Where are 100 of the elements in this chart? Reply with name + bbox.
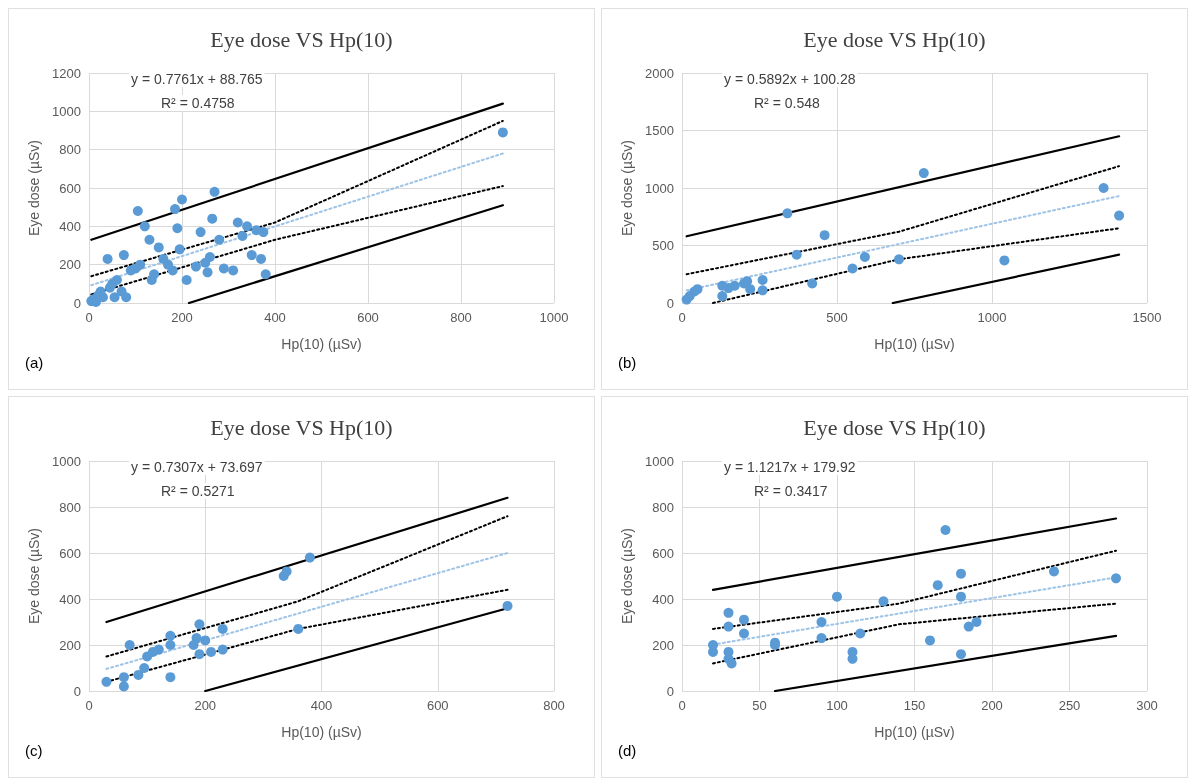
x-tick-label: 400	[264, 310, 286, 325]
point	[878, 596, 889, 607]
y-axis-title: Eye dose (µSv)	[26, 528, 43, 624]
x-tick-label: 800	[543, 698, 565, 713]
y-tick-label: 1000	[52, 103, 81, 119]
point	[237, 230, 248, 241]
y-tick-label: 0	[666, 295, 674, 311]
point	[149, 269, 160, 280]
x-tick-label: 50	[752, 698, 767, 713]
x-tick-label: 500	[826, 310, 848, 325]
y-tick-label: 200	[59, 257, 81, 273]
point	[109, 292, 120, 303]
annotation: y = 0.7307x + 73.697	[131, 459, 263, 475]
annotation: R² = 0.548	[754, 95, 820, 111]
point	[816, 617, 827, 627]
x-tick-label: 800	[450, 310, 472, 325]
text: (d)	[618, 742, 637, 759]
point	[172, 223, 183, 234]
point	[847, 646, 858, 657]
point	[165, 630, 176, 641]
point	[133, 669, 144, 680]
y-tick-label: 1500	[645, 123, 674, 138]
x-tick-label: 250	[1058, 698, 1081, 713]
y-tick-label: 200	[652, 637, 674, 653]
y-tick-label: 0	[73, 683, 81, 699]
chart-title: Eye dose VS Hp(10)	[803, 414, 986, 440]
point	[202, 267, 213, 278]
point	[726, 658, 737, 669]
point	[807, 278, 818, 289]
point	[293, 623, 304, 634]
chart-title: Eye dose VS Hp(10)	[803, 26, 986, 52]
point	[246, 250, 257, 261]
point	[791, 249, 802, 260]
y-tick-label: 1000	[645, 180, 674, 196]
point	[200, 635, 211, 646]
point	[101, 676, 112, 687]
point	[1098, 183, 1109, 193]
point	[132, 206, 143, 216]
point	[859, 252, 870, 262]
point	[999, 255, 1010, 266]
point	[228, 265, 239, 276]
point	[855, 628, 866, 639]
point	[191, 633, 202, 644]
x-axis-title: Hp(10) (µSv)	[874, 336, 955, 352]
point	[757, 275, 768, 285]
y-tick-label: 600	[652, 545, 674, 561]
point	[139, 663, 150, 673]
point	[232, 217, 243, 228]
point	[956, 649, 966, 660]
point	[739, 628, 749, 639]
annotation: y = 0.5892x + 100.28	[724, 71, 856, 87]
point	[819, 230, 830, 241]
annotation: R² = 0.4758	[161, 95, 235, 111]
text: (c)	[25, 742, 43, 759]
y-axis-title: Eye dose (µSv)	[619, 140, 636, 236]
point	[177, 194, 187, 205]
point	[204, 252, 215, 262]
x-tick-label: 0	[85, 698, 93, 713]
point	[281, 566, 292, 577]
point	[111, 275, 122, 285]
y-tick-label: 800	[652, 499, 674, 515]
point	[940, 525, 951, 535]
annotation: y = 0.7761x + 88.765	[131, 71, 263, 87]
point	[956, 591, 966, 602]
y-tick-label: 400	[652, 591, 674, 607]
point	[1111, 573, 1121, 584]
point	[956, 568, 966, 579]
point	[153, 644, 164, 655]
point	[165, 672, 176, 683]
x-tick-label: 600	[426, 698, 449, 713]
y-tick-label: 800	[59, 499, 81, 515]
point	[729, 280, 740, 291]
point	[260, 269, 271, 280]
x-tick-label: 0	[85, 310, 93, 325]
text: (b)	[618, 354, 637, 371]
y-tick-label: 400	[59, 591, 81, 607]
x-tick-label: 0	[678, 310, 686, 325]
point	[739, 614, 749, 625]
point	[258, 227, 269, 238]
y-tick-label: 1000	[52, 453, 81, 469]
x-axis-title: Hp(10) (µSv)	[281, 336, 362, 352]
annotation: y = 1.1217x + 179.92	[724, 459, 856, 475]
point	[118, 250, 129, 261]
point	[181, 275, 192, 285]
x-tick-label: 200	[194, 698, 217, 713]
x-tick-label: 1000	[539, 310, 569, 325]
chart-title: Eye dose VS Hp(10)	[210, 414, 393, 440]
point	[256, 253, 267, 264]
point	[963, 621, 974, 632]
point	[124, 640, 135, 650]
x-tick-label: 300	[1136, 698, 1158, 713]
point	[167, 265, 178, 276]
point	[723, 607, 734, 618]
x-tick-label: 200	[981, 698, 1003, 713]
x-axis-title: Hp(10) (µSv)	[281, 724, 362, 740]
point	[1049, 566, 1059, 577]
point	[194, 649, 205, 660]
point	[206, 646, 217, 657]
x-tick-label: 400	[310, 698, 333, 713]
x-axis-title: Hp(10) (µSv)	[874, 724, 955, 740]
